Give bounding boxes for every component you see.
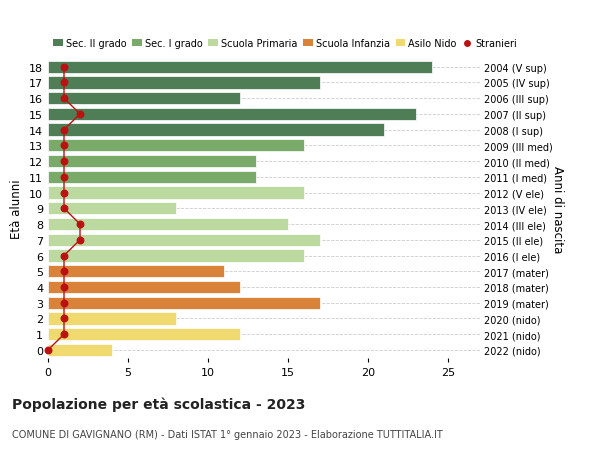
Point xyxy=(59,64,69,71)
Bar xyxy=(48,344,112,356)
Point xyxy=(59,268,69,275)
Point xyxy=(59,127,69,134)
Bar xyxy=(48,62,432,73)
Point xyxy=(59,95,69,103)
Bar xyxy=(48,156,256,168)
Point xyxy=(59,142,69,150)
Bar xyxy=(48,93,240,105)
Bar xyxy=(48,265,224,278)
Point xyxy=(59,158,69,165)
Bar xyxy=(48,187,304,199)
Point xyxy=(59,315,69,322)
Text: Popolazione per età scolastica - 2023: Popolazione per età scolastica - 2023 xyxy=(12,397,305,412)
Point xyxy=(59,252,69,260)
Point xyxy=(59,190,69,197)
Bar xyxy=(48,328,240,341)
Legend: Sec. II grado, Sec. I grado, Scuola Primaria, Scuola Infanzia, Asilo Nido, Stran: Sec. II grado, Sec. I grado, Scuola Prim… xyxy=(53,39,517,49)
Point xyxy=(59,205,69,213)
Bar xyxy=(48,124,384,136)
Point xyxy=(59,79,69,87)
Bar xyxy=(48,218,288,231)
Y-axis label: Anni di nascita: Anni di nascita xyxy=(551,165,564,252)
Point xyxy=(75,221,85,228)
Bar xyxy=(48,313,176,325)
Point xyxy=(59,284,69,291)
Bar xyxy=(48,77,320,90)
Bar xyxy=(48,281,240,293)
Bar xyxy=(48,297,320,309)
Bar xyxy=(48,203,176,215)
Bar xyxy=(48,140,304,152)
Bar xyxy=(48,250,304,262)
Point xyxy=(43,347,53,354)
Text: COMUNE DI GAVIGNANO (RM) - Dati ISTAT 1° gennaio 2023 - Elaborazione TUTTITALIA.: COMUNE DI GAVIGNANO (RM) - Dati ISTAT 1°… xyxy=(12,429,443,439)
Bar xyxy=(48,171,256,184)
Bar xyxy=(48,234,320,246)
Point xyxy=(59,299,69,307)
Point xyxy=(59,174,69,181)
Point xyxy=(59,331,69,338)
Y-axis label: Età alunni: Età alunni xyxy=(10,179,23,239)
Point xyxy=(75,236,85,244)
Bar xyxy=(48,108,416,121)
Point xyxy=(75,111,85,118)
